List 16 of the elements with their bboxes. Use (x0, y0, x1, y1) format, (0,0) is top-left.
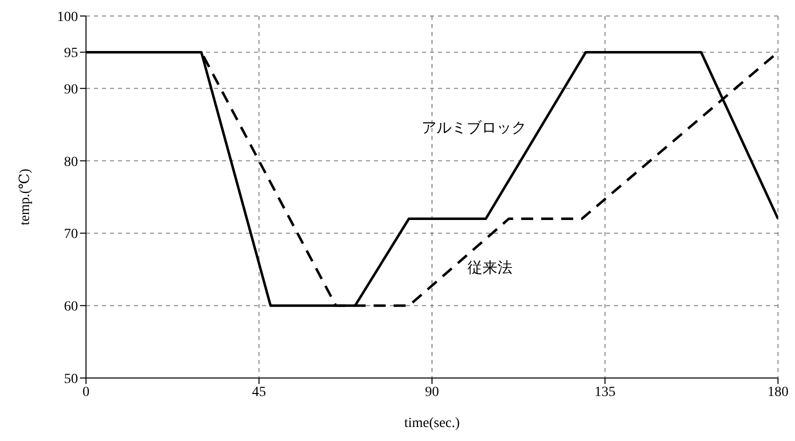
y-tick-label: 60 (64, 300, 78, 315)
y-tick-label: 80 (64, 154, 78, 170)
x-tick-label: 90 (425, 384, 439, 400)
y-tick-label: 90 (64, 82, 78, 98)
x-tick-label: 45 (252, 384, 266, 400)
y-axis-title: temp.(℃) (18, 168, 33, 226)
series-label: 従来法 (468, 258, 512, 278)
y-tick-label: 95 (64, 46, 78, 62)
x-tick-label: 135 (594, 384, 616, 400)
x-tick-label: 180 (768, 384, 788, 400)
x-tick-label: 0 (82, 384, 90, 400)
series-label: アルミブロック (422, 118, 526, 138)
x-axis-title: time(sec.) (404, 416, 460, 431)
y-tick-label: 70 (64, 227, 78, 242)
y-tick-label: 50 (64, 372, 78, 387)
y-tick-label: 100 (57, 10, 78, 25)
